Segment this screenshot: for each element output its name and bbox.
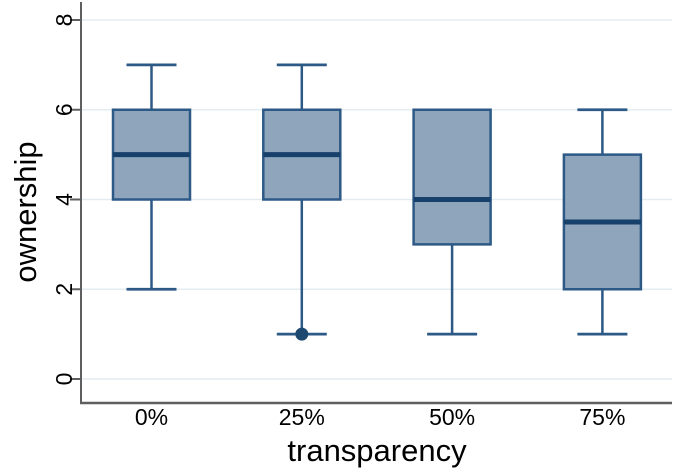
iqr-box <box>412 108 492 246</box>
y-tick-label: 8 <box>51 14 77 27</box>
x-axis-title: transparency <box>287 433 467 468</box>
outlier-dot <box>295 327 309 341</box>
y-tick-label: 0 <box>51 373 77 386</box>
x-tick-label: 25% <box>279 404 325 430</box>
box-group-25% <box>262 63 342 341</box>
x-tick-label: 75% <box>579 404 625 430</box>
x-tick-label: 0% <box>135 404 168 430</box>
y-axis-title: ownership <box>8 141 43 282</box>
box-group-50% <box>412 108 492 336</box>
y-tick-label: 2 <box>51 283 77 296</box>
y-tick-label: 6 <box>51 103 77 116</box>
y-tick-label: 4 <box>51 193 77 206</box>
box-group-75% <box>562 108 643 336</box>
box-group-0% <box>111 63 192 291</box>
x-tick-label: 50% <box>429 404 475 430</box>
y-axis: 0 2 4 6 8 ownership <box>8 2 82 403</box>
x-axis: 0% 25% 50% 75% transparency <box>80 401 672 468</box>
